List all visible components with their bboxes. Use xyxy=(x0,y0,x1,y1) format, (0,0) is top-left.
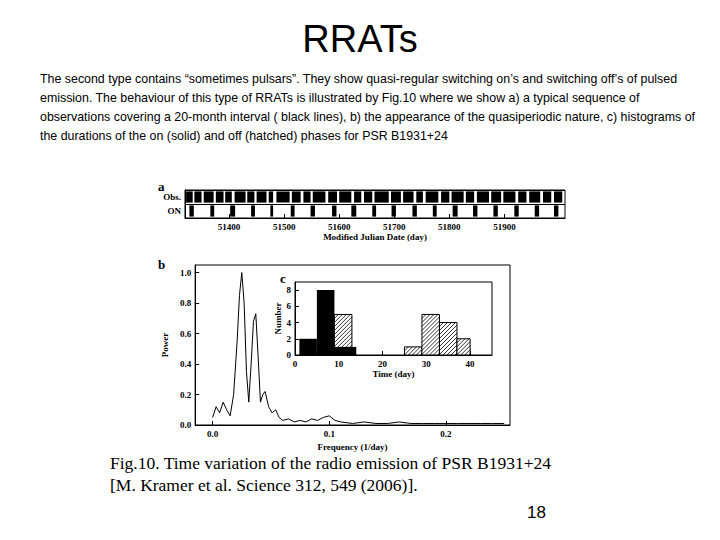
svg-text:Time (day): Time (day) xyxy=(372,369,414,379)
svg-text:0.2: 0.2 xyxy=(180,390,192,400)
svg-text:Obs.: Obs. xyxy=(163,192,181,202)
svg-text:0.0: 0.0 xyxy=(207,429,219,439)
html-text:18: 18 xyxy=(527,503,546,522)
svg-text:Modified Julian Date (day): Modified Julian Date (day) xyxy=(323,232,427,242)
svg-text:0.4: 0.4 xyxy=(180,359,192,369)
svg-text:51900: 51900 xyxy=(493,222,516,232)
svg-text:0.1: 0.1 xyxy=(324,429,336,439)
svg-text:51700: 51700 xyxy=(383,222,406,232)
svg-text:0.0: 0.0 xyxy=(180,420,192,430)
svg-text:20: 20 xyxy=(378,359,388,369)
svg-text:2: 2 xyxy=(287,334,292,344)
svg-text:10: 10 xyxy=(334,359,344,369)
html-text:RRATs: RRATs xyxy=(302,18,418,60)
html-text:[M. Kramer et al. Science 312,: [M. Kramer et al. Science 312, 549 (2006… xyxy=(110,475,418,495)
html-text:The second type contains “some: The second type contains “sometimes puls… xyxy=(40,72,695,143)
svg-text:4: 4 xyxy=(287,318,292,328)
svg-text:51800: 51800 xyxy=(438,222,461,232)
html-text:Fig.10. Time variation of the: Fig.10. Time variation of the radio emis… xyxy=(110,453,552,473)
svg-text:c: c xyxy=(280,271,286,286)
svg-text:51600: 51600 xyxy=(328,222,351,232)
svg-text:51500: 51500 xyxy=(273,222,296,232)
svg-text:40: 40 xyxy=(466,359,476,369)
svg-text:ON: ON xyxy=(168,206,182,216)
svg-text:0: 0 xyxy=(287,350,292,360)
svg-text:a: a xyxy=(158,179,165,194)
svg-text:51400: 51400 xyxy=(218,222,241,232)
svg-text:Number: Number xyxy=(273,302,283,334)
svg-text:b: b xyxy=(158,257,165,272)
svg-text:0.2: 0.2 xyxy=(440,429,452,439)
svg-text:1.0: 1.0 xyxy=(180,268,192,278)
svg-text:0.6: 0.6 xyxy=(180,329,192,339)
svg-text:Power: Power xyxy=(160,333,170,358)
svg-text:8: 8 xyxy=(287,285,292,295)
svg-text:0.8: 0.8 xyxy=(180,298,192,308)
svg-text:6: 6 xyxy=(287,301,292,311)
svg-text:Frequency (1/day): Frequency (1/day) xyxy=(318,442,388,452)
svg-text:30: 30 xyxy=(422,359,432,369)
svg-text:0: 0 xyxy=(293,359,298,369)
